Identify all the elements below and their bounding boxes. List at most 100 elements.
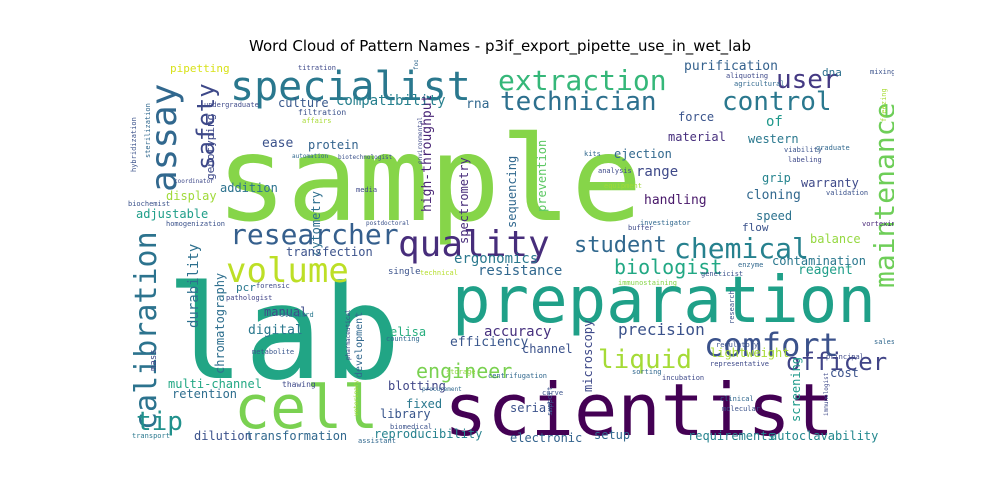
word-user: user — [776, 65, 839, 95]
word-technician: technician — [500, 87, 657, 117]
word-reproducibility: reproducibility — [374, 427, 482, 441]
word-ejection: ejection — [614, 147, 672, 161]
word-balance: balance — [810, 232, 861, 246]
word-chemical: chemical — [674, 232, 809, 265]
word-immunostaining: immunostaining — [618, 279, 677, 287]
word-titration: titration — [298, 64, 336, 72]
word-mixing: mixing — [870, 68, 894, 76]
word-precision: precision — [618, 320, 705, 339]
word-pathologist: pathologist — [226, 294, 272, 302]
word-transfection: transfection — [286, 245, 373, 259]
word-of: of — [766, 114, 783, 130]
word-sorting: sorting — [632, 368, 662, 376]
word-comfort: comfort — [704, 326, 839, 364]
word-library: library — [380, 407, 431, 421]
word-contamination: contamination — [772, 254, 866, 268]
word-microscopy: microscopy — [581, 320, 595, 392]
word-pipetting: pipetting — [170, 62, 230, 75]
word-warranty: warranty — [801, 176, 859, 190]
word-efficiency: efficiency — [450, 335, 528, 350]
word-clinical: clinical — [720, 395, 754, 403]
word-autoclavability: autoclavability — [770, 429, 878, 443]
word-durability: durability — [186, 244, 202, 328]
word-serial: serial — [510, 401, 553, 415]
word-thawing: thawing — [282, 380, 316, 389]
word-technical: technical — [420, 269, 458, 277]
word-support: support — [546, 386, 554, 416]
word-cost: cost — [830, 366, 859, 380]
word-speed: speed — [756, 209, 792, 223]
word-researcher: researcher — [230, 218, 399, 251]
word-assay: assay — [144, 84, 185, 192]
word-display: display — [166, 189, 217, 203]
word-buffer: buffer — [628, 224, 653, 232]
word-rna: rna — [466, 97, 489, 112]
word-elisa: elisa — [390, 325, 426, 339]
word-safety: safety — [192, 83, 220, 170]
word-principal: principal — [826, 353, 864, 361]
word-calibration: calibration — [129, 231, 164, 430]
word-prevention: prevention — [535, 140, 549, 212]
word-grip: grip — [762, 171, 791, 185]
word-affairs: affairs — [302, 117, 332, 125]
word-media: media — [356, 186, 377, 194]
word-control: control — [722, 87, 832, 117]
word-filtration: filtration — [298, 108, 346, 117]
word-maintenance: maintenance — [868, 103, 894, 288]
word-compatibility: compatibility — [336, 93, 446, 109]
word-incubation: incubation — [662, 374, 704, 382]
word-viability: viability — [784, 146, 822, 154]
word-coordinator: coordinator — [174, 178, 214, 185]
word-equipment: equipment — [604, 182, 642, 190]
word-automation: automation — [292, 153, 329, 160]
word-environmental: environmental — [417, 117, 424, 164]
word-cytometry: cytometry — [309, 191, 323, 256]
word-hybridization: hybridization — [130, 117, 138, 172]
word-curve: curve — [542, 389, 563, 397]
word-centrifugation: centrifugation — [488, 372, 547, 380]
word-genotyping: genotyping — [204, 114, 217, 180]
word-dilution: dilution — [194, 429, 252, 443]
word-high-throughput: high-throughput — [420, 95, 435, 212]
word-accuracy: accuracy — [484, 324, 551, 340]
word-range: range — [636, 164, 678, 180]
word-fixed: fixed — [406, 397, 442, 411]
word-purification: purification — [684, 60, 778, 74]
word-sequencing: sequencing — [505, 156, 519, 228]
word-counting: counting — [386, 335, 420, 343]
word-biologist: biologist — [614, 255, 722, 279]
word-material: material — [668, 130, 726, 144]
word-protein: protein — [308, 138, 359, 152]
word-screening: screening — [789, 357, 803, 422]
word-sample: sample — [216, 110, 642, 248]
word-molecular: molecular — [722, 405, 760, 413]
word-single: single — [388, 267, 421, 277]
word-pcr: pcr — [236, 281, 256, 294]
word-mass: mass — [149, 349, 159, 371]
word-officer: officer — [786, 348, 887, 376]
word-requirements: requirements — [688, 429, 775, 443]
word-lightweight: lightweight — [710, 346, 789, 360]
word-procurement: procurement — [422, 386, 462, 393]
word-spectrometry: spectrometry — [457, 157, 471, 244]
word-engineer: engineer — [416, 359, 512, 383]
word-postdoctoral: postdoctoral — [366, 220, 410, 227]
word-analysis: analysis — [598, 167, 632, 175]
word-storage: storage — [446, 368, 476, 376]
word-scientist: scientist — [444, 368, 834, 444]
word-homogenization: homogenization — [166, 220, 225, 228]
word-standard: standard — [280, 311, 314, 319]
word-liquid: liquid — [598, 345, 692, 375]
word-veterinary: veterinary — [353, 379, 360, 416]
word-cloud: sample lab scientist preparation cell special… — [126, 60, 894, 444]
word-agricultural: agricultural — [734, 80, 785, 88]
word-channel: channel — [522, 342, 573, 356]
word-biochemist: biochemist — [128, 200, 170, 208]
word-setup: setup — [594, 428, 630, 442]
word-validation: validation — [826, 189, 868, 197]
word-aliquoting: aliquoting — [726, 72, 768, 80]
word-manual: manual — [264, 305, 307, 319]
word-ergonomics: ergonomics — [454, 251, 538, 267]
word-specialist: specialist — [230, 64, 471, 110]
word-biomedical: biomedical — [390, 423, 432, 431]
